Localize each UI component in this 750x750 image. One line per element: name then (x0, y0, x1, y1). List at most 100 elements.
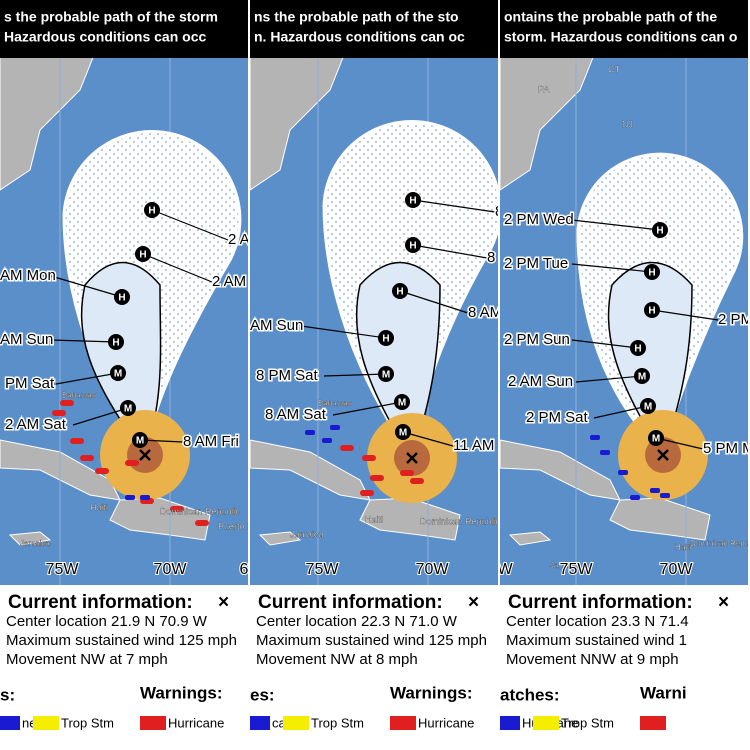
place-label: Dominican Republic (160, 506, 241, 516)
panel: H H H H M M M 2 PM Wed 2 PM Tue 2 PM 2 PM Sun 2 AM … (500, 0, 750, 750)
hurricane-warning (410, 478, 424, 484)
track-letter: H (409, 196, 416, 207)
time-label: PM Sat (5, 375, 55, 392)
hurricane-warning (362, 455, 376, 461)
place-label: Haiti (90, 502, 108, 512)
info-line: Center location 22.3 N 71.0 W (256, 613, 458, 630)
storm-center (406, 452, 418, 464)
legend-swatch (640, 716, 666, 730)
hurricane-warning (340, 445, 354, 451)
place-label: Jamaica (20, 539, 50, 548)
time-label: 8 PM Sat (256, 367, 319, 384)
legend-item: Trop Stm (561, 715, 614, 730)
track-point (395, 424, 411, 440)
time-label: AM Sun (250, 317, 303, 334)
track-letter: M (399, 428, 407, 439)
panel: H H H H M M M 8 8 8 AM AM Sun 8 PM Sat 8 AM Sat 11 AM… (250, 0, 502, 750)
hispaniola (109, 497, 211, 541)
info-line: Maximum sustained wind 125 mph (256, 632, 487, 649)
leader (300, 325, 387, 339)
hurricane-warning (52, 410, 66, 416)
legend-item: Trop Stm (311, 715, 364, 730)
place-label: Dominican Republic (420, 516, 501, 526)
time-label: AM Sun (0, 331, 53, 348)
axis-label: 70W (154, 561, 188, 578)
axis-label: 75W (560, 561, 594, 578)
track-point (644, 302, 660, 318)
time-label: 8 AM Sat (265, 406, 327, 423)
info-title: Current information: (8, 592, 193, 613)
time-label: 8 (487, 249, 495, 266)
leader (593, 405, 649, 419)
time-label: 2 A (228, 231, 250, 248)
hurricane-watch (140, 495, 150, 500)
place-label: Dominican Republic (690, 539, 750, 548)
hurricane-warning (360, 490, 374, 496)
track-letter: H (112, 338, 119, 349)
place-label: Bahamas (318, 399, 352, 408)
track-point (648, 430, 664, 446)
legend-right: Warni (640, 683, 687, 702)
legend-left: atches: (500, 685, 560, 704)
hurricane-watch (125, 495, 135, 500)
info-line: Movement NNW at 9 mph (506, 651, 679, 668)
legend-swatch (140, 716, 166, 730)
axis-label: 75W (306, 561, 340, 578)
cone-inner (80, 261, 162, 457)
leader (142, 253, 213, 283)
leader (50, 339, 117, 343)
track-letter: M (382, 370, 390, 381)
legend-swatch (250, 716, 270, 730)
time-label: 2 PM Wed (504, 211, 574, 228)
header-text: ns the probable path of the sto (254, 9, 459, 25)
cuba (500, 439, 621, 501)
legend-right: Warnings: (140, 683, 222, 702)
legend-swatch (533, 716, 559, 730)
hurricane-watch (660, 493, 670, 498)
track-point (144, 202, 160, 218)
header-bg (500, 0, 748, 58)
track-letter: H (409, 241, 416, 252)
hurricane-warning (125, 460, 139, 466)
leader (412, 199, 496, 213)
track-letter: M (644, 402, 652, 413)
axis-label: 6 (240, 561, 249, 578)
track-point (110, 365, 126, 381)
info-symbol: × (468, 592, 479, 613)
leader (655, 437, 704, 450)
time-label: 2 PM Tue (504, 255, 568, 272)
legend-item: ne (22, 715, 36, 730)
track-letter: M (124, 404, 132, 415)
time-label: 2 PM Sun (504, 331, 570, 348)
legend-swatch (283, 716, 309, 730)
storm-center (139, 449, 151, 461)
track-point (652, 222, 668, 238)
cone-inner (355, 261, 441, 460)
panel: H H H H M M M 2 A 2 AM AM Mon AM Sun PM Sat 2 AM Sat… (0, 0, 250, 750)
track-point (394, 394, 410, 410)
header-text: n. Hazardous conditions can oc (254, 29, 465, 45)
leader (575, 375, 643, 383)
track-letter: M (136, 436, 144, 447)
place-label: Haiti (675, 543, 691, 552)
time-label: 8 AM Fri (183, 433, 239, 450)
hurricane-warning (195, 520, 209, 526)
time-label: AM Mon (0, 267, 56, 284)
place-label: Haiti (365, 514, 383, 524)
time-label: 2 AM Sun (508, 373, 573, 390)
legend-swatch (390, 716, 416, 730)
legend-swatch (33, 716, 59, 730)
place-label: Bahamas (62, 391, 96, 400)
legend-item: Hurricane (168, 715, 224, 730)
time-label: 2 PM (718, 311, 750, 328)
time-label: 11 AM (453, 437, 494, 454)
jamaica (508, 531, 552, 546)
legend-left: es: (250, 685, 275, 704)
hurricane-watch (650, 488, 660, 493)
hurricane-watch (330, 425, 340, 430)
jamaica (258, 531, 302, 546)
time-label: 8 AM (468, 304, 502, 321)
legend-item: Trop Stm (61, 715, 114, 730)
leader (571, 219, 661, 231)
hurricane-warning (95, 468, 109, 474)
